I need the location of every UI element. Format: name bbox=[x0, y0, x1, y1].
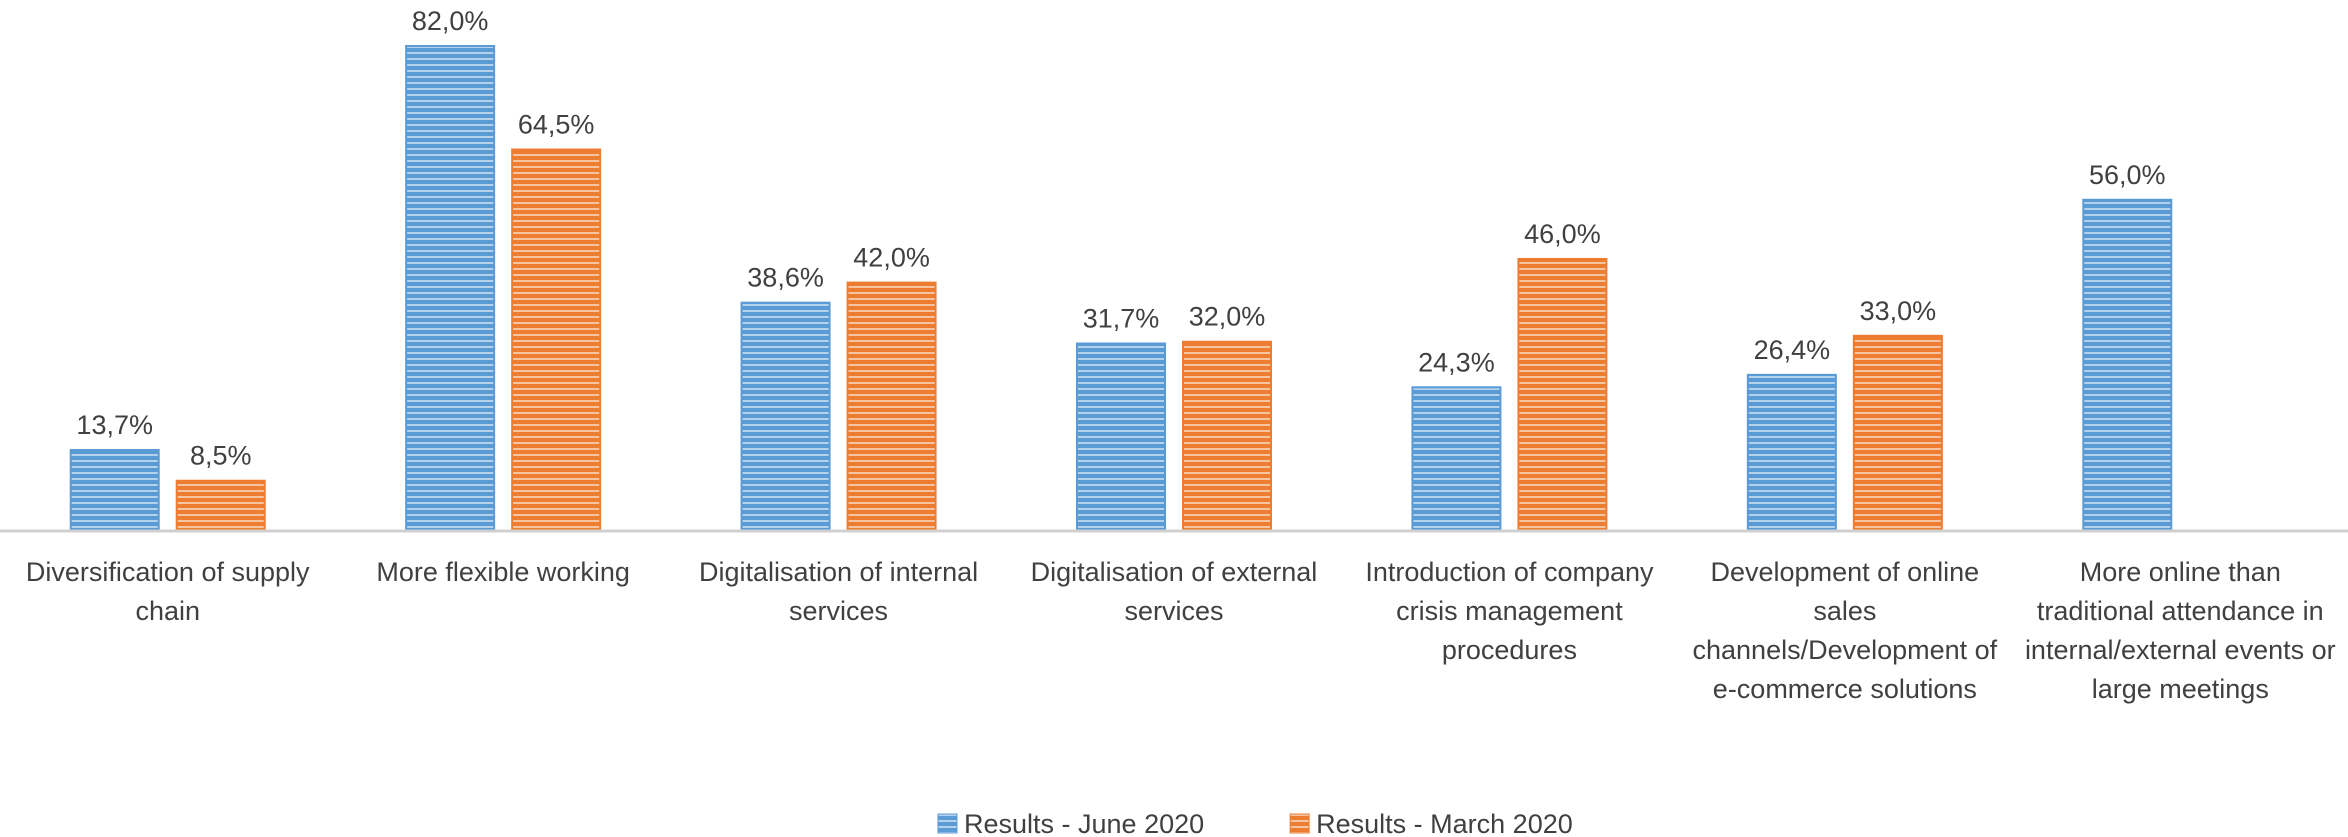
bar bbox=[740, 301, 831, 532]
bar bbox=[1182, 340, 1272, 533]
x-tick-label: Development of online sales channels/Dev… bbox=[1692, 557, 1998, 704]
bar bbox=[1852, 334, 1943, 532]
data-label: 64,5% bbox=[518, 110, 595, 140]
bar bbox=[1411, 386, 1502, 532]
bar bbox=[1746, 373, 1837, 533]
legend-label: Results - June 2020 bbox=[964, 809, 1204, 837]
legend-swatch bbox=[1289, 813, 1310, 834]
bar bbox=[69, 448, 160, 532]
legend-label: Results - March 2020 bbox=[1316, 809, 1573, 837]
bar bbox=[846, 281, 937, 532]
data-label: 26,4% bbox=[1754, 335, 1831, 365]
data-label: 56,0% bbox=[2089, 160, 2166, 190]
x-tick-label: Introduction of company crisis managemen… bbox=[1365, 557, 1654, 665]
legend-swatch bbox=[937, 813, 958, 834]
bar bbox=[511, 148, 602, 532]
bar bbox=[2082, 198, 2173, 532]
legend: Results - June 2020 Results - March 2020 bbox=[937, 809, 1573, 837]
data-label: 38,6% bbox=[747, 263, 824, 293]
data-label: 42,0% bbox=[853, 243, 930, 273]
data-label: 13,7% bbox=[76, 410, 153, 440]
data-label: 31,7% bbox=[1083, 304, 1160, 334]
data-label: 46,0% bbox=[1524, 219, 1601, 249]
bar bbox=[175, 479, 266, 533]
data-label: 82,0% bbox=[412, 6, 489, 36]
x-tick-label: More online than traditional attendance … bbox=[2024, 557, 2336, 704]
x-tick-label: More flexible working bbox=[376, 557, 630, 587]
data-label: 32,0% bbox=[1189, 302, 1266, 332]
bar bbox=[405, 45, 496, 532]
data-label: 8,5% bbox=[190, 441, 252, 471]
bar bbox=[1517, 257, 1608, 532]
bar bbox=[1076, 342, 1166, 532]
x-tick-label: Digitalisation of external services bbox=[1030, 557, 1318, 626]
x-tick-label: Diversification of supply chain bbox=[25, 557, 310, 626]
data-label: 24,3% bbox=[1418, 347, 1495, 377]
x-tick-label: Digitalisation of internal services bbox=[698, 557, 979, 626]
data-label: 33,0% bbox=[1860, 296, 1937, 326]
